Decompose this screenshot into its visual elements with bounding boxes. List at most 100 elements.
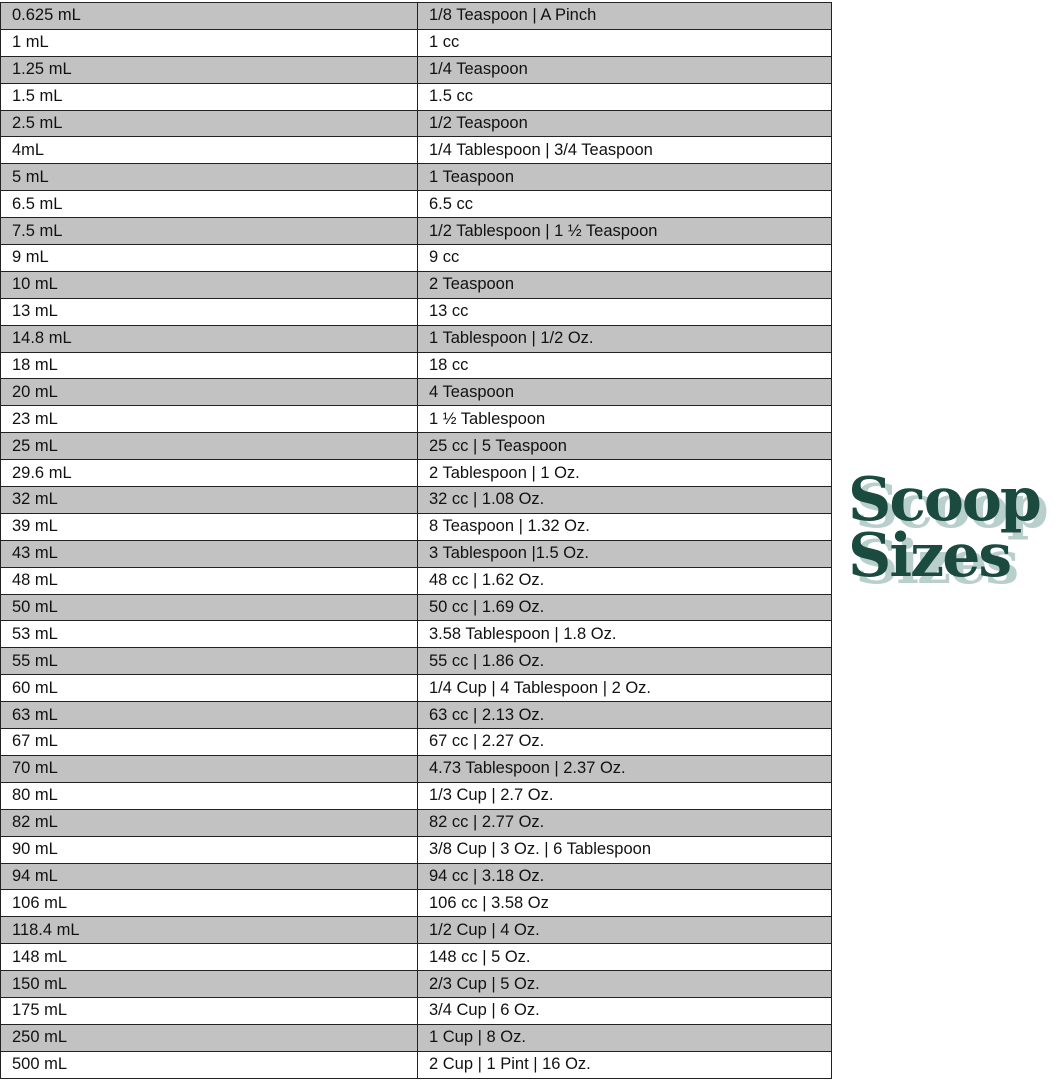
- title-line-2: Sizes: [848, 521, 1012, 591]
- ml-cell: 4mL: [0, 136, 418, 165]
- table-row: 0.625 mL 1/8 Teaspoon | A Pinch: [0, 2, 832, 30]
- equivalent-cell: 4 Teaspoon: [417, 378, 832, 407]
- ml-cell: 0.625 mL: [0, 2, 418, 30]
- table-row: 175 mL 3/4 Cup | 6 Oz.: [0, 996, 832, 1025]
- equivalent-cell: 1/2 Cup | 4 Oz.: [417, 916, 832, 945]
- table-row: 500 mL 2 Cup | 1 Pint | 16 Oz.: [0, 1050, 832, 1079]
- equivalent-cell: 3/8 Cup | 3 Oz. | 6 Tablespoon: [417, 835, 832, 864]
- table-row: 50 mL 50 cc | 1.69 Oz.: [0, 593, 832, 622]
- ml-cell: 55 mL: [0, 647, 418, 676]
- table-row: 80 mL 1/3 Cup | 2.7 Oz.: [0, 781, 832, 810]
- table-row: 90 mL 3/8 Cup | 3 Oz. | 6 Tablespoon: [0, 835, 832, 864]
- table-row: 118.4 mL 1/2 Cup | 4 Oz.: [0, 916, 832, 945]
- table-row: 250 mL 1 Cup | 8 Oz.: [0, 1023, 832, 1052]
- ml-cell: 106 mL: [0, 889, 418, 918]
- equivalent-cell: 18 cc: [417, 351, 832, 380]
- ml-cell: 1.5 mL: [0, 82, 418, 111]
- table-row: 1.5 mL 1.5 cc: [0, 82, 832, 111]
- ml-cell: 7.5 mL: [0, 217, 418, 246]
- ml-cell: 175 mL: [0, 996, 418, 1025]
- ml-cell: 13 mL: [0, 297, 418, 326]
- equivalent-cell: 1/4 Teaspoon: [417, 55, 832, 84]
- ml-cell: 53 mL: [0, 620, 418, 649]
- table-row: 60 mL 1/4 Cup | 4 Tablespoon | 2 Oz.: [0, 674, 832, 703]
- table-row: 10 mL 2 Teaspoon: [0, 270, 832, 299]
- table-row: 1 mL 1 cc: [0, 28, 832, 57]
- table-row: 1.25 mL 1/4 Teaspoon: [0, 55, 832, 84]
- ml-cell: 80 mL: [0, 781, 418, 810]
- table-row: 39 mL 8 Teaspoon | 1.32 Oz.: [0, 512, 832, 541]
- equivalent-cell: 1.5 cc: [417, 82, 832, 111]
- ml-cell: 250 mL: [0, 1023, 418, 1052]
- table-row: 94 mL 94 cc | 3.18 Oz.: [0, 862, 832, 891]
- ml-cell: 25 mL: [0, 432, 418, 461]
- equivalent-cell: 8 Teaspoon | 1.32 Oz.: [417, 512, 832, 541]
- ml-cell: 14.8 mL: [0, 324, 418, 353]
- equivalent-cell: 13 cc: [417, 297, 832, 326]
- ml-cell: 1 mL: [0, 28, 418, 57]
- equivalent-cell: 1 Tablespoon | 1/2 Oz.: [417, 324, 832, 353]
- ml-cell: 94 mL: [0, 862, 418, 891]
- ml-cell: 48 mL: [0, 566, 418, 595]
- ml-cell: 90 mL: [0, 835, 418, 864]
- equivalent-cell: 6.5 cc: [417, 190, 832, 219]
- table-row: 150 mL 2/3 Cup | 5 Oz.: [0, 970, 832, 998]
- ml-cell: 50 mL: [0, 593, 418, 622]
- table-row: 70 mL 4.73 Tablespoon | 2.37 Oz.: [0, 754, 832, 783]
- table-row: 2.5 mL 1/2 Teaspoon: [0, 109, 832, 138]
- equivalent-cell: 1 cc: [417, 28, 832, 57]
- equivalent-cell: 4.73 Tablespoon | 2.37 Oz.: [417, 754, 832, 783]
- equivalent-cell: 50 cc | 1.69 Oz.: [417, 593, 832, 622]
- equivalent-cell: 25 cc | 5 Teaspoon: [417, 432, 832, 461]
- equivalent-cell: 2 Teaspoon: [417, 270, 832, 299]
- ml-cell: 5 mL: [0, 163, 418, 192]
- ml-cell: 23 mL: [0, 405, 418, 434]
- ml-cell: 18 mL: [0, 351, 418, 380]
- equivalent-cell: 1 ½ Tablespoon: [417, 405, 832, 434]
- table-row: 48 mL 48 cc | 1.62 Oz.: [0, 566, 832, 595]
- table-row: 55 mL 55 cc | 1.86 Oz.: [0, 647, 832, 676]
- equivalent-cell: 106 cc | 3.58 Oz: [417, 889, 832, 918]
- ml-cell: 29.6 mL: [0, 459, 418, 488]
- ml-cell: 67 mL: [0, 728, 418, 756]
- equivalent-cell: 1 Cup | 8 Oz.: [417, 1023, 832, 1052]
- equivalent-cell: 55 cc | 1.86 Oz.: [417, 647, 832, 676]
- table-row: 6.5 mL 6.5 cc: [0, 190, 832, 219]
- equivalent-cell: 1/2 Teaspoon: [417, 109, 832, 138]
- ml-cell: 150 mL: [0, 970, 418, 998]
- table-row: 82 mL 82 cc | 2.77 Oz.: [0, 808, 832, 837]
- equivalent-cell: 63 cc | 2.13 Oz.: [417, 701, 832, 730]
- equivalent-cell: 1/4 Cup | 4 Tablespoon | 2 Oz.: [417, 674, 832, 703]
- ml-cell: 6.5 mL: [0, 190, 418, 219]
- table-row: 106 mL 106 cc | 3.58 Oz: [0, 889, 832, 918]
- ml-cell: 20 mL: [0, 378, 418, 407]
- table-row: 148 mL 148 cc | 5 Oz.: [0, 943, 832, 972]
- table-row: 43 mL 3 Tablespoon |1.5 Oz.: [0, 539, 832, 568]
- equivalent-cell: 48 cc | 1.62 Oz.: [417, 566, 832, 595]
- ml-cell: 500 mL: [0, 1050, 418, 1079]
- equivalent-cell: 67 cc | 2.27 Oz.: [417, 728, 832, 756]
- ml-cell: 32 mL: [0, 486, 418, 514]
- table-row: 53 mL 3.58 Tablespoon | 1.8 Oz.: [0, 620, 832, 649]
- ml-cell: 43 mL: [0, 539, 418, 568]
- ml-cell: 10 mL: [0, 270, 418, 299]
- table-row: 9 mL 9 cc: [0, 244, 832, 272]
- equivalent-cell: 2 Cup | 1 Pint | 16 Oz.: [417, 1050, 832, 1079]
- equivalent-cell: 3/4 Cup | 6 Oz.: [417, 996, 832, 1025]
- equivalent-cell: 2 Tablespoon | 1 Oz.: [417, 459, 832, 488]
- equivalent-cell: 2/3 Cup | 5 Oz.: [417, 970, 832, 998]
- ml-cell: 63 mL: [0, 701, 418, 730]
- equivalent-cell: 1 Teaspoon: [417, 163, 832, 192]
- table-row: 20 mL 4 Teaspoon: [0, 378, 832, 407]
- equivalent-cell: 82 cc | 2.77 Oz.: [417, 808, 832, 837]
- ml-cell: 118.4 mL: [0, 916, 418, 945]
- ml-cell: 60 mL: [0, 674, 418, 703]
- table-row: 67 mL 67 cc | 2.27 Oz.: [0, 728, 832, 756]
- equivalent-cell: 3.58 Tablespoon | 1.8 Oz.: [417, 620, 832, 649]
- title-line-1: Scoop: [848, 465, 1042, 535]
- equivalent-cell: 32 cc | 1.08 Oz.: [417, 486, 832, 514]
- table-row: 18 mL 18 cc: [0, 351, 832, 380]
- equivalent-cell: 1/3 Cup | 2.7 Oz.: [417, 781, 832, 810]
- table-row: 23 mL 1 ½ Tablespoon: [0, 405, 832, 434]
- table-row: 63 mL 63 cc | 2.13 Oz.: [0, 701, 832, 730]
